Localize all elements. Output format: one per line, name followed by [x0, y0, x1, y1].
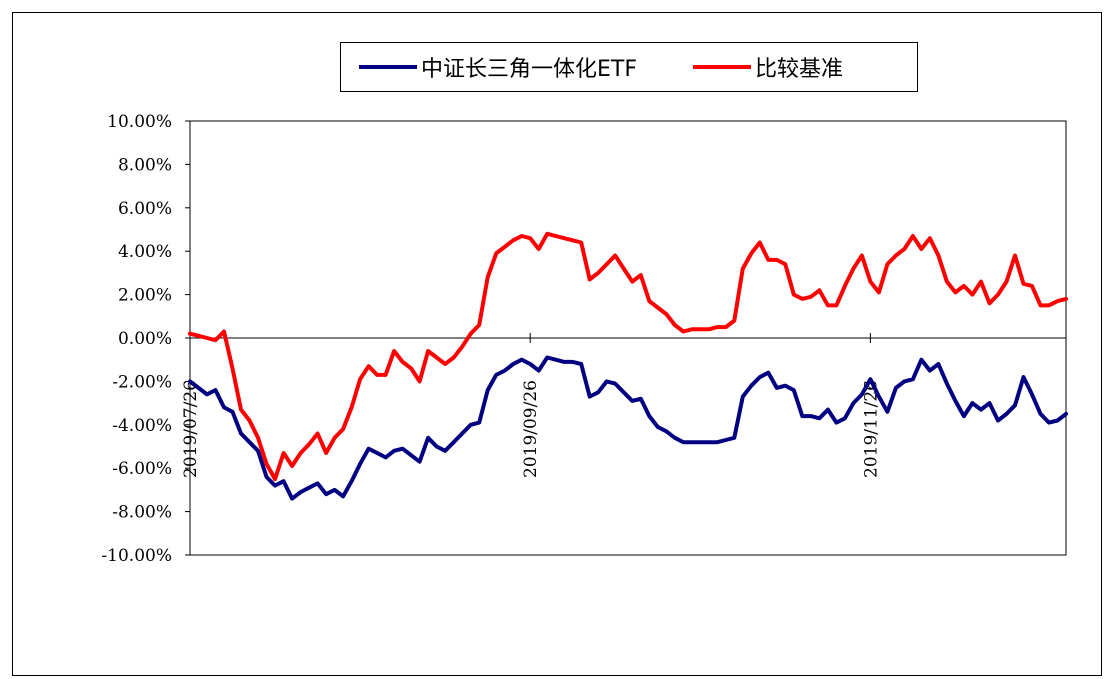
legend-item-etf: 中证长三角一体化ETF [359, 43, 637, 91]
y-tick-label: 2.00% [118, 286, 172, 306]
y-tick-label: -2.00% [112, 372, 172, 392]
legend-swatch-etf [359, 65, 417, 69]
series-line-benchmark [188, 231, 1068, 482]
y-tick-label: 10.00% [107, 112, 172, 132]
legend-swatch-benchmark [693, 65, 751, 69]
x-tick-label: 2019/11/26 [861, 380, 881, 478]
legend-label-benchmark: 比较基准 [755, 57, 844, 82]
y-tick-label: -4.00% [112, 416, 172, 436]
y-tick-label: -6.00% [112, 459, 172, 479]
chart-legend: 中证长三角一体化ETF 比较基准 [340, 42, 918, 92]
y-tick-label: 6.00% [118, 199, 172, 219]
y-tick-label: -10.00% [101, 546, 172, 566]
y-tick-label: -8.00% [112, 503, 172, 523]
y-axis: 10.00% 8.00% 6.00% 4.00% 2.00% 0.00% -2.00% -4.… [101, 112, 190, 566]
chart-frame [12, 12, 1102, 676]
y-tick-label: 0.00% [118, 329, 172, 349]
legend-item-benchmark: 比较基准 [693, 43, 843, 91]
x-tick-label: 2019/09/26 [521, 380, 541, 478]
y-tick-label: 8.00% [118, 155, 172, 175]
y-tick-label: 4.00% [118, 242, 172, 262]
series-group [188, 231, 1068, 501]
x-tick-label: 2019/07/26 [181, 380, 201, 478]
x-axis: 2019/07/26 2019/09/26 2019/11/26 [181, 333, 881, 478]
series-line-etf [188, 355, 1068, 501]
legend-label-etf: 中证长三角一体化ETF [421, 57, 637, 82]
